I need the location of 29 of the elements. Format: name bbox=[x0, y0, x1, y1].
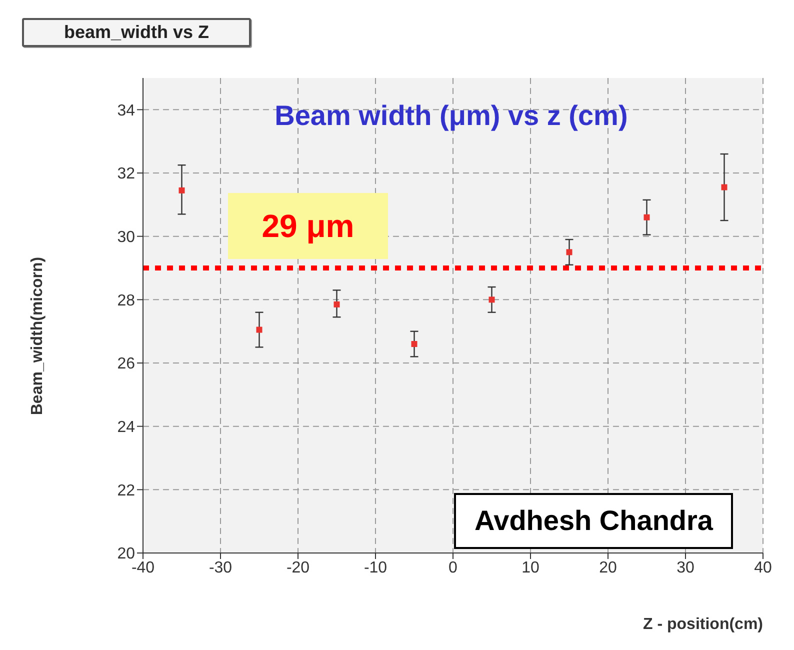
x-tick-label: 30 bbox=[676, 559, 694, 576]
x-tick-label: 40 bbox=[754, 559, 772, 576]
y-tick-label: 28 bbox=[117, 292, 136, 310]
point bbox=[721, 184, 728, 190]
x-axis-title: Z - position(cm) bbox=[643, 616, 763, 634]
y-tick-label: 24 bbox=[117, 419, 136, 436]
annotation: Avdhesh Chandra bbox=[454, 493, 733, 549]
x-tick-label: 20 bbox=[599, 559, 617, 576]
y-tick-label: 22 bbox=[117, 482, 136, 500]
y-tick-label: 30 bbox=[117, 229, 136, 246]
chart-title: beam_width vs Z bbox=[22, 18, 252, 47]
point bbox=[488, 296, 495, 303]
x-tick-label: -20 bbox=[286, 559, 310, 576]
y-tick-label: 32 bbox=[117, 166, 136, 183]
point bbox=[178, 187, 185, 194]
point bbox=[644, 214, 650, 220]
ref-line-label: 29 μm bbox=[262, 208, 354, 244]
y-tick-label: 34 bbox=[117, 102, 136, 120]
point bbox=[334, 301, 340, 308]
y-axis-title: Beam_width(micorn) bbox=[29, 256, 47, 415]
point bbox=[411, 341, 418, 347]
y-tick-label: 26 bbox=[117, 356, 136, 373]
x-tick-label: -10 bbox=[364, 559, 388, 576]
point bbox=[566, 249, 572, 256]
text: Beam width (μm) vs z (cm) bbox=[274, 100, 628, 132]
point bbox=[256, 326, 262, 333]
x-tick-label: -30 bbox=[208, 559, 232, 576]
x-tick-label: 0 bbox=[448, 559, 458, 576]
x-tick-label: 10 bbox=[522, 559, 540, 576]
